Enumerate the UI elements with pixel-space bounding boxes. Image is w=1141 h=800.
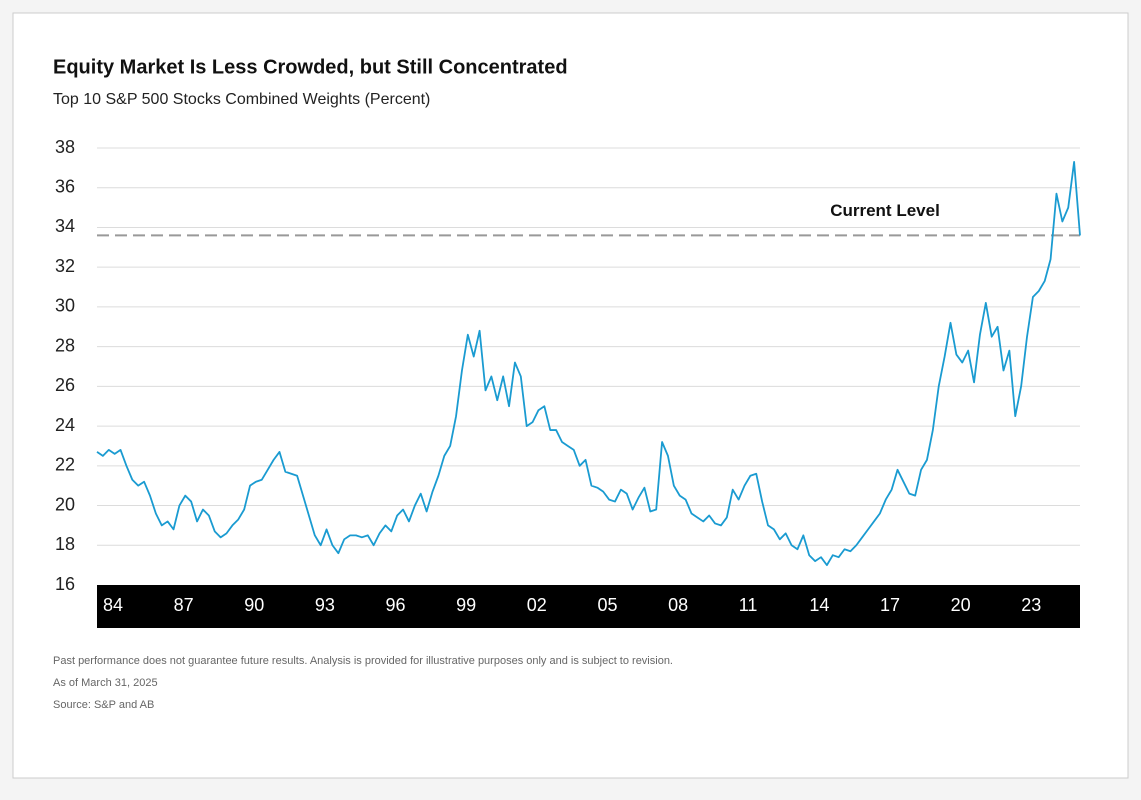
y-tick-label: 20 — [55, 494, 75, 514]
y-tick-label: 28 — [55, 335, 75, 355]
reference-label: Current Level — [830, 201, 940, 220]
x-tick-label: 87 — [174, 595, 194, 615]
x-tick-label: 23 — [1021, 595, 1041, 615]
data-line — [96, 161, 1081, 567]
x-axis-band — [97, 585, 1080, 628]
footnote: As of March 31, 2025 — [53, 677, 158, 689]
x-tick-label: 20 — [951, 595, 971, 615]
x-tick-label: 11 — [739, 595, 758, 615]
y-tick-label: 16 — [55, 574, 75, 594]
y-tick-label: 38 — [55, 137, 75, 157]
chart-subtitle: Top 10 S&P 500 Stocks Combined Weights (… — [53, 91, 430, 108]
x-tick-label: 02 — [527, 595, 547, 615]
y-tick-label: 24 — [55, 415, 75, 435]
y-tick-label: 18 — [55, 534, 75, 554]
x-tick-label: 08 — [668, 595, 688, 615]
y-tick-label: 22 — [55, 455, 75, 475]
chart-title: Equity Market Is Less Crowded, but Still… — [53, 56, 568, 78]
y-tick-label: 30 — [55, 296, 75, 316]
x-tick-label: 84 — [103, 595, 123, 615]
frame — [12, 12, 1129, 779]
footnote: Past performance does not guarantee futu… — [53, 655, 673, 667]
x-tick-label: 17 — [880, 595, 900, 615]
x-tick-label: 93 — [315, 595, 335, 615]
footnote: Source: S&P and AB — [53, 699, 154, 711]
y-tick-label: 34 — [55, 216, 75, 236]
x-tick-label: 96 — [386, 595, 406, 615]
x-tick-label: 99 — [456, 595, 476, 615]
y-tick-label: 26 — [55, 375, 75, 395]
y-tick-label: 36 — [55, 176, 75, 196]
x-tick-label: 14 — [809, 595, 829, 615]
y-tick-label: 32 — [55, 256, 75, 276]
x-tick-label: 90 — [244, 595, 264, 615]
x-tick-label: 05 — [597, 595, 617, 615]
